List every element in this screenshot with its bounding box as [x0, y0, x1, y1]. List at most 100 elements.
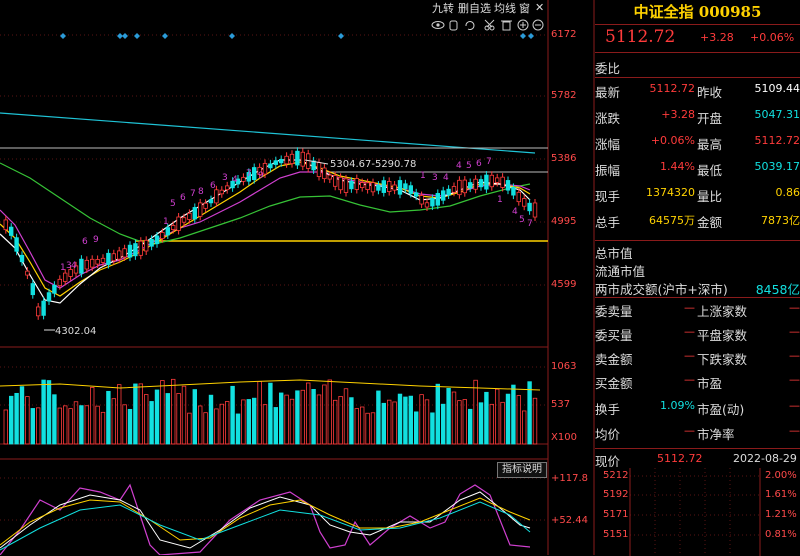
toolbar-remove-favorite[interactable]: 删自选 — [458, 2, 491, 16]
td-number: 5 — [519, 215, 525, 225]
quote-row-label: 开盘 — [697, 108, 722, 127]
signal-diamond — [60, 33, 66, 39]
candle-body — [512, 187, 516, 195]
candle-body — [155, 236, 159, 244]
volume-bar — [9, 396, 13, 444]
volume-bar — [193, 390, 197, 444]
volume-bar — [258, 381, 262, 444]
title-divider — [595, 24, 800, 25]
candle-body — [144, 240, 148, 251]
volume-bar — [463, 400, 467, 444]
trash-icon[interactable] — [501, 21, 512, 30]
candle-body — [85, 260, 89, 269]
volume-bar — [220, 404, 224, 444]
undo-icon[interactable] — [466, 22, 474, 30]
candle-body — [506, 180, 510, 190]
candle-body — [150, 239, 154, 246]
price-axis-label: 6172 — [551, 29, 576, 40]
quote-row-label: 现手 — [595, 186, 620, 205]
bottom-date: 2022-08-29 — [733, 452, 797, 465]
candle-body — [344, 179, 348, 193]
hand-icon[interactable] — [450, 21, 457, 30]
stats-row-value: — — [684, 301, 695, 314]
candle-body — [479, 180, 483, 187]
volume-bar — [80, 406, 84, 444]
stats-row-value: — — [789, 325, 800, 338]
candle-body — [296, 151, 300, 165]
volume-bar — [177, 393, 181, 444]
candle-body — [452, 187, 456, 193]
volume-bar — [485, 392, 489, 444]
volume-bar — [501, 402, 505, 444]
toolbar-ma[interactable]: 均线 — [494, 2, 516, 16]
td-number: 9 — [93, 235, 99, 245]
volume-bar — [382, 403, 386, 444]
candle-body — [414, 193, 418, 196]
intraday-price-label: 5212 — [603, 470, 628, 481]
volume-bar — [425, 400, 429, 444]
volume-bar — [215, 409, 219, 444]
price-axis-label: 4599 — [551, 279, 576, 290]
zoom-out-icon[interactable] — [533, 20, 543, 30]
volume-bar — [512, 385, 516, 444]
quote-row-label: 涨幅 — [595, 134, 620, 153]
volume-bar — [414, 412, 418, 444]
volume-bar — [117, 385, 121, 444]
toolbar-jiuzhuan[interactable]: 九转 — [432, 2, 454, 16]
bottom-price-value: 5112.72 — [657, 452, 703, 465]
signal-diamond — [122, 33, 128, 39]
volume-bar — [285, 395, 289, 444]
quote-row-label: 金额 — [697, 212, 722, 231]
volume-bar — [139, 384, 143, 444]
quote-row-label: 振幅 — [595, 160, 620, 179]
stats-row-label: 委买量 — [595, 325, 633, 344]
candle-body — [63, 273, 67, 281]
candle-body — [4, 220, 8, 230]
osc-line-cyan — [0, 502, 530, 550]
volume-bar — [517, 396, 521, 444]
volume-bar — [279, 393, 283, 444]
volume-bar — [101, 412, 105, 444]
candle-body — [501, 177, 505, 187]
quote-row-value: 5112.72 — [650, 82, 696, 95]
candle-body — [215, 190, 219, 203]
volume-bar — [333, 400, 337, 444]
candle-body — [182, 218, 186, 223]
candle-body — [26, 271, 30, 275]
price-axis-label: 5782 — [551, 90, 576, 101]
candle-body — [490, 175, 494, 186]
close-icon[interactable]: ✕ — [535, 1, 546, 14]
eye-icon[interactable] — [432, 22, 444, 29]
current-price: 5112.72 — [605, 27, 675, 47]
candle-body — [171, 225, 175, 229]
volume-bar — [490, 404, 494, 444]
toolbar-window[interactable]: 窗 — [519, 2, 530, 16]
candle-body — [425, 203, 429, 207]
volume-bar — [231, 386, 235, 444]
candle-body — [242, 177, 246, 181]
volume-bar — [47, 381, 51, 444]
scissors-icon[interactable] — [485, 20, 494, 30]
signal-diamond — [520, 33, 526, 39]
indicator-help-button[interactable]: 指标说明 — [497, 462, 547, 478]
stats-row-label: 上涨家数 — [697, 301, 747, 320]
stats-row-label: 平盘家数 — [697, 325, 747, 344]
volume-bar — [312, 389, 316, 444]
signal-diamond — [162, 33, 168, 39]
td-number: 6 — [476, 159, 482, 169]
candle-body — [31, 284, 35, 295]
zoom-in-icon[interactable] — [518, 20, 528, 30]
volume-bar — [252, 398, 256, 444]
volume-bar — [528, 382, 532, 444]
quote-row-label: 涨跌 — [595, 108, 620, 127]
quote-row-label: 总手 — [595, 212, 620, 231]
osc-line-yellow — [0, 498, 530, 545]
stats-row-label: 下跌家数 — [697, 349, 747, 368]
candle-body — [495, 178, 499, 183]
wb-divider — [595, 77, 800, 78]
candle-body — [204, 203, 208, 208]
volume-bar — [441, 404, 445, 444]
candle-body — [252, 168, 256, 180]
volume-bar — [296, 391, 300, 444]
price-grid — [0, 35, 548, 520]
